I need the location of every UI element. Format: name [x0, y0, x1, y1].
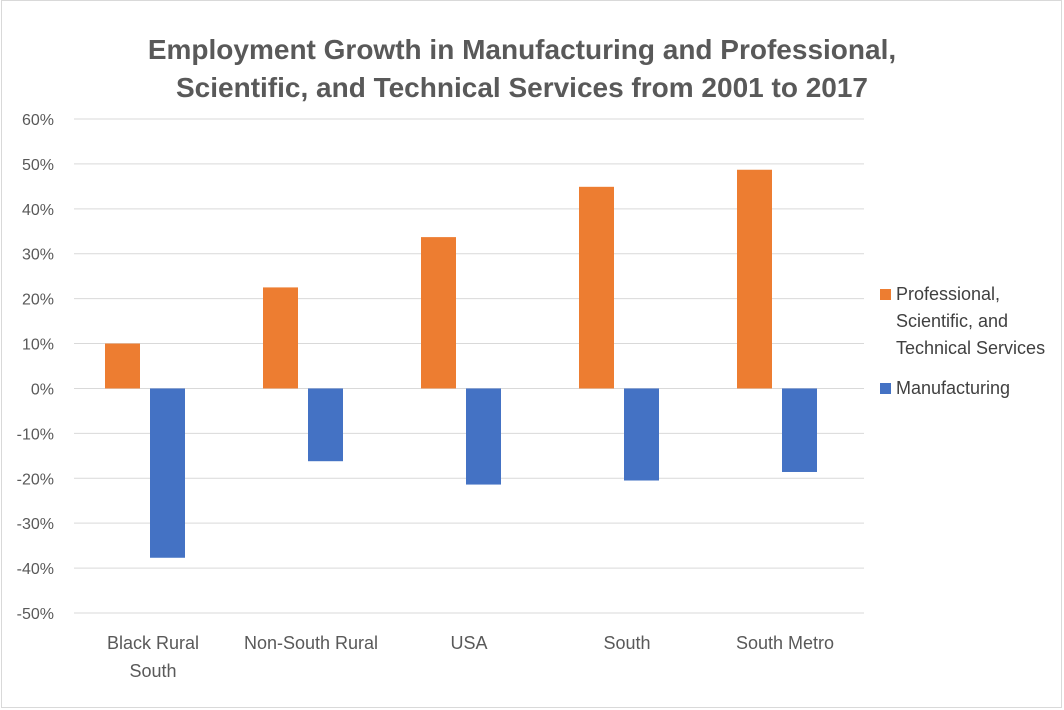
x-tick-label: South [129, 661, 176, 681]
legend-swatch-manufacturing [880, 383, 891, 394]
bar-manufacturing [624, 388, 659, 481]
bar-professional [263, 287, 298, 389]
y-tick-label: 0% [31, 381, 54, 398]
y-tick-label: -20% [17, 471, 54, 488]
bar-professional [579, 186, 614, 389]
y-tick-label: 10% [22, 337, 54, 354]
y-tick-label: 30% [22, 247, 54, 264]
bar-professional [105, 343, 140, 389]
y-tick-label: 20% [22, 292, 54, 309]
y-tick-label: 50% [22, 157, 54, 174]
legend-label-manufacturing: Manufacturing [896, 378, 1011, 398]
legend-swatch-professional [880, 289, 891, 300]
bar-professional [737, 169, 772, 389]
y-tick-label: -50% [17, 606, 54, 623]
x-tick-label: Non-South Rural [244, 633, 378, 653]
chart-title-line-1: Employment Growth in Manufacturing and P… [147, 34, 897, 65]
legend-label-professional-1: Professional, [896, 284, 1001, 304]
legend-item-manufacturing: Manufacturing [880, 375, 1060, 402]
bar-manufacturing [150, 388, 185, 558]
bar-manufacturing [782, 388, 817, 472]
bar-professional [421, 237, 456, 389]
x-tick-label: Black Rural [107, 633, 199, 653]
x-tick-label: USA [450, 633, 487, 653]
legend-label-professional-3: Technical Services [896, 338, 1046, 358]
legend-item-professional: Professional, Scientific, and Technical … [880, 281, 1060, 362]
bar-manufacturing [466, 388, 501, 485]
y-tick-label: 60% [22, 112, 54, 129]
y-tick-label: 40% [22, 202, 54, 219]
y-tick-label: -30% [17, 516, 54, 533]
y-tick-label: -10% [17, 426, 54, 443]
x-tick-label: South [603, 633, 650, 653]
legend-label-professional-2: Scientific, and [896, 311, 1009, 331]
y-tick-label: -40% [17, 561, 54, 578]
chart-title: Employment Growth in Manufacturing and P… [112, 31, 932, 107]
bar-manufacturing [308, 388, 343, 462]
x-tick-label: South Metro [736, 633, 834, 653]
chart-title-line-2: Scientific, and Technical Services from … [175, 72, 868, 103]
legend: Professional, Scientific, and Technical … [880, 281, 1060, 415]
